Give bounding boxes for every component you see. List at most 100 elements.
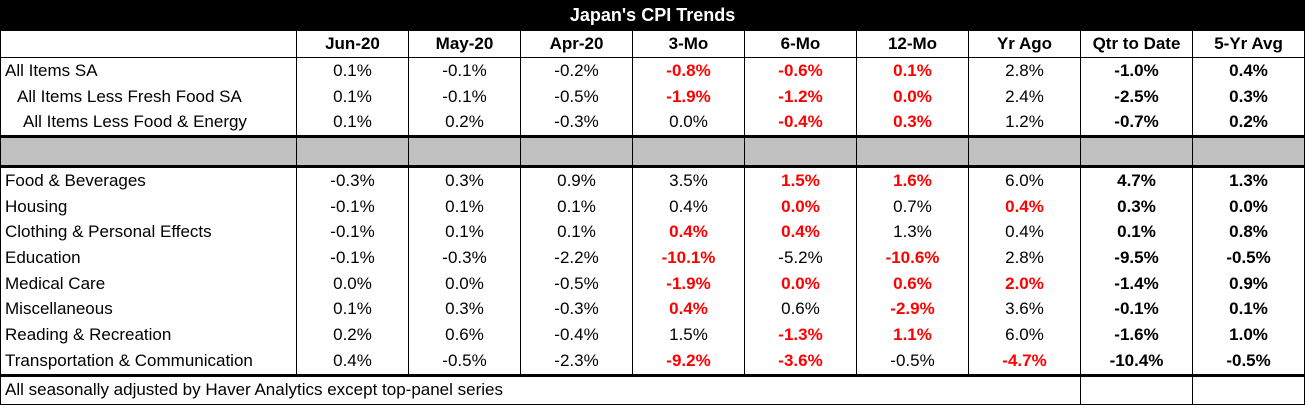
value-cell: -1.9% (632, 270, 745, 297)
value-cell: 1.3% (856, 219, 969, 246)
value-cell: 1.6% (856, 166, 969, 194)
value-cell: -0.1% (1080, 296, 1193, 323)
value-cell: 0.9% (520, 166, 633, 194)
value-cell: 0.1% (296, 109, 409, 137)
value-cell: 0.8% (1192, 219, 1305, 246)
value-cell: -0.1% (408, 83, 521, 110)
separator-cell (968, 135, 1081, 169)
value-cell: -1.4% (1080, 270, 1193, 297)
column-header: Qtr to Date (1080, 30, 1193, 58)
value-cell: 0.4% (296, 347, 409, 376)
value-cell: 0.3% (408, 296, 521, 323)
value-cell: 0.0% (632, 109, 745, 137)
value-cell: -0.8% (632, 57, 745, 84)
value-cell: 0.0% (744, 193, 857, 220)
separator-cell (0, 135, 297, 169)
value-cell: 0.1% (408, 219, 521, 246)
value-cell: 0.6% (744, 296, 857, 323)
table-row: All Items SA 0.1% -0.1% -0.2% -0.8% -0.6% 0.1%… (0, 57, 1305, 84)
separator-row (0, 135, 1305, 169)
separator-cell (296, 135, 409, 169)
value-cell: 0.0% (296, 270, 409, 297)
separator-cell (632, 135, 745, 169)
value-cell: 1.1% (856, 322, 969, 348)
separator-cell (1080, 135, 1193, 169)
value-cell: -10.4% (1080, 347, 1193, 376)
value-cell: -0.5% (520, 270, 633, 297)
value-cell: -0.3% (520, 296, 633, 323)
row-label: Food & Beverages (0, 166, 297, 194)
value-cell: -0.2% (520, 57, 633, 84)
value-cell: 0.9% (1192, 270, 1305, 297)
value-cell: -10.1% (632, 245, 745, 271)
table-row: Education -0.1% -0.3% -2.2% -10.1% -5.2% -10.6… (0, 245, 1305, 271)
value-cell: 0.0% (856, 83, 969, 110)
value-cell: 3.6% (968, 296, 1081, 323)
value-cell: 2.8% (968, 245, 1081, 271)
column-header: 6-Mo (744, 30, 857, 58)
value-cell: 1.5% (744, 166, 857, 194)
value-cell: 0.6% (856, 270, 969, 297)
value-cell: 0.1% (296, 57, 409, 84)
value-cell: -0.5% (520, 83, 633, 110)
column-header-row: Jun-20 May-20 Apr-20 3-Mo 6-Mo 12-Mo Yr Ago Qtr… (0, 30, 1305, 58)
value-cell: 1.5% (632, 322, 745, 348)
value-cell: -0.3% (408, 245, 521, 271)
value-cell: -1.2% (744, 83, 857, 110)
value-cell: -0.1% (296, 193, 409, 220)
value-cell: 1.3% (1192, 166, 1305, 194)
value-cell: 4.7% (1080, 166, 1193, 194)
value-cell: 2.8% (968, 57, 1081, 84)
row-label: All Items Less Fresh Food SA (0, 83, 297, 110)
row-label: Transportation & Communication (0, 347, 297, 376)
value-cell: 0.3% (856, 109, 969, 137)
footnote-empty-cell (1191, 373, 1305, 405)
value-cell: 0.0% (744, 270, 857, 297)
table-row: All Items Less Fresh Food SA 0.1% -0.1% -0.… (0, 83, 1305, 110)
value-cell: 0.1% (408, 193, 521, 220)
row-label: Clothing & Personal Effects (0, 219, 297, 246)
value-cell: -2.3% (520, 347, 633, 376)
value-cell: 0.1% (1080, 219, 1193, 246)
footnote-empty-cell (1080, 373, 1193, 405)
value-cell: -0.4% (520, 322, 633, 348)
row-label: Medical Care (0, 270, 297, 297)
table-title: Japan's CPI Trends (0, 0, 1305, 31)
value-cell: 2.4% (968, 83, 1081, 110)
row-label: All Items SA (0, 57, 297, 84)
row-label: Education (0, 245, 297, 271)
value-cell: -4.7% (968, 347, 1081, 376)
table-row: Transportation & Communication 0.4% -0.5% -… (0, 347, 1305, 376)
value-cell: 3.5% (632, 166, 745, 194)
value-cell: -1.9% (632, 83, 745, 110)
table-row: Miscellaneous 0.1% 0.3% -0.3% 0.4% 0.6% -2.9% 3… (0, 296, 1305, 323)
footnote: All seasonally adjusted by Haver Analyti… (0, 373, 1081, 405)
value-cell: 0.4% (968, 193, 1081, 220)
row-label-header (0, 30, 297, 58)
value-cell: -9.5% (1080, 245, 1193, 271)
value-cell: 0.4% (632, 219, 745, 246)
table-row: Reading & Recreation 0.2% 0.6% -0.4% 1.5% -1.… (0, 322, 1305, 348)
value-cell: -9.2% (632, 347, 745, 376)
value-cell: 0.3% (1080, 193, 1193, 220)
value-cell: -0.5% (408, 347, 521, 376)
column-header: Yr Ago (968, 30, 1081, 58)
value-cell: -0.1% (296, 219, 409, 246)
value-cell: -0.5% (1192, 347, 1305, 376)
value-cell: 6.0% (968, 166, 1081, 194)
value-cell: -0.5% (856, 347, 969, 376)
value-cell: 0.4% (968, 219, 1081, 246)
value-cell: 2.0% (968, 270, 1081, 297)
value-cell: -1.3% (744, 322, 857, 348)
value-cell: -0.3% (296, 166, 409, 194)
table-row: Clothing & Personal Effects -0.1% 0.1% 0.1%… (0, 219, 1305, 246)
value-cell: -3.6% (744, 347, 857, 376)
separator-cell (1191, 135, 1305, 169)
row-label: Housing (0, 193, 297, 220)
value-cell: -0.3% (520, 109, 633, 137)
separator-cell (408, 135, 521, 169)
value-cell: 6.0% (968, 322, 1081, 348)
footnote-row: All seasonally adjusted by Haver Analyti… (0, 373, 1305, 405)
column-header: 5-Yr Avg (1191, 30, 1305, 58)
